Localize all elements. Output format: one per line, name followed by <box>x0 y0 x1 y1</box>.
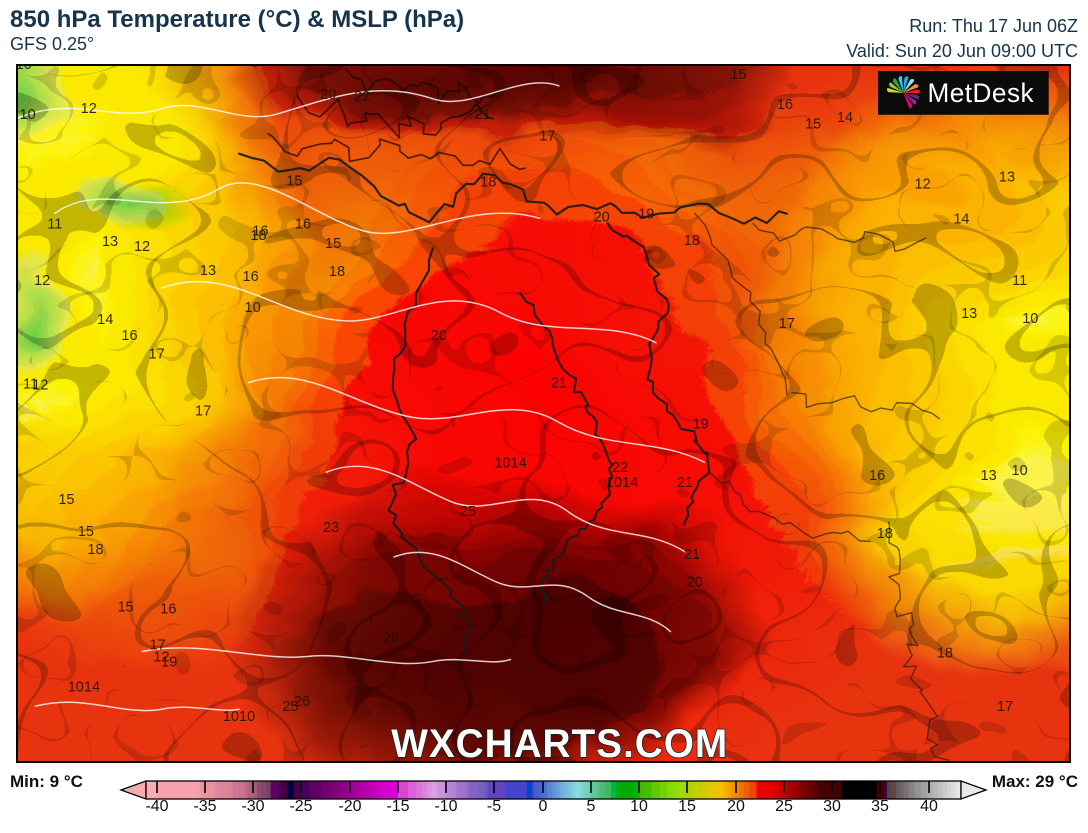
svg-text:20: 20 <box>594 209 610 225</box>
svg-text:22: 22 <box>612 460 628 476</box>
svg-text:13: 13 <box>200 263 216 279</box>
svg-text:19: 19 <box>638 206 654 222</box>
svg-text:15: 15 <box>286 173 302 189</box>
svg-text:18: 18 <box>877 526 893 542</box>
svg-text:26: 26 <box>294 694 310 710</box>
svg-text:13: 13 <box>999 169 1015 185</box>
svg-text:17: 17 <box>997 699 1013 715</box>
svg-text:23: 23 <box>323 520 339 536</box>
svg-text:12: 12 <box>915 176 931 192</box>
svg-text:12: 12 <box>32 377 48 393</box>
svg-text:10: 10 <box>1012 463 1028 479</box>
svg-text:11: 11 <box>47 216 62 232</box>
svg-text:22: 22 <box>354 89 370 105</box>
svg-text:10: 10 <box>20 107 36 123</box>
svg-text:20: 20 <box>431 328 447 344</box>
svg-text:12: 12 <box>134 239 150 255</box>
svg-text:21: 21 <box>684 547 700 563</box>
svg-text:14: 14 <box>97 312 113 328</box>
svg-text:11: 11 <box>1012 273 1027 289</box>
svg-text:21: 21 <box>474 107 490 123</box>
svg-text:15: 15 <box>805 117 821 133</box>
svg-text:19: 19 <box>693 416 709 432</box>
svg-text:15: 15 <box>117 599 133 615</box>
svg-text:17: 17 <box>539 129 555 145</box>
svg-text:16: 16 <box>121 328 137 344</box>
svg-text:1014: 1014 <box>606 475 638 491</box>
svg-text:1014: 1014 <box>68 679 100 695</box>
svg-text:16: 16 <box>160 601 176 617</box>
svg-text:10: 10 <box>1022 311 1038 327</box>
svg-text:25: 25 <box>460 504 476 520</box>
svg-text:21: 21 <box>677 475 693 491</box>
svg-text:15: 15 <box>325 236 341 252</box>
svg-text:20: 20 <box>320 87 336 103</box>
svg-text:9: 9 <box>251 64 259 71</box>
svg-text:16: 16 <box>295 216 311 232</box>
svg-text:13: 13 <box>102 234 118 250</box>
svg-text:18: 18 <box>684 233 700 249</box>
svg-text:10: 10 <box>16 64 32 73</box>
svg-text:10: 10 <box>245 300 261 316</box>
svg-text:15: 15 <box>58 492 74 508</box>
svg-text:14: 14 <box>953 211 969 227</box>
svg-text:15: 15 <box>78 524 94 540</box>
svg-text:17: 17 <box>149 347 165 363</box>
svg-text:16: 16 <box>243 269 259 285</box>
svg-text:12: 12 <box>81 101 97 117</box>
svg-text:18: 18 <box>480 174 496 190</box>
svg-text:19: 19 <box>161 654 177 670</box>
svg-text:17: 17 <box>195 403 211 419</box>
svg-text:12: 12 <box>34 273 50 289</box>
svg-text:1010: 1010 <box>223 709 255 725</box>
svg-text:20: 20 <box>687 575 703 591</box>
svg-text:WXCHARTS.COM: WXCHARTS.COM <box>391 722 728 763</box>
svg-text:15: 15 <box>730 67 746 83</box>
svg-text:17: 17 <box>779 316 795 332</box>
svg-text:16: 16 <box>252 223 268 239</box>
svg-text:13: 13 <box>980 468 996 484</box>
svg-text:16: 16 <box>777 97 793 113</box>
svg-text:16: 16 <box>869 468 885 484</box>
svg-text:1014: 1014 <box>494 455 526 471</box>
svg-text:18: 18 <box>87 542 103 558</box>
svg-text:18: 18 <box>329 264 345 280</box>
svg-text:13: 13 <box>961 306 977 322</box>
svg-text:MetDesk: MetDesk <box>927 78 1034 108</box>
svg-text:28: 28 <box>383 630 399 646</box>
svg-text:14: 14 <box>837 110 853 126</box>
svg-text:21: 21 <box>551 375 567 391</box>
svg-text:18: 18 <box>937 645 953 661</box>
